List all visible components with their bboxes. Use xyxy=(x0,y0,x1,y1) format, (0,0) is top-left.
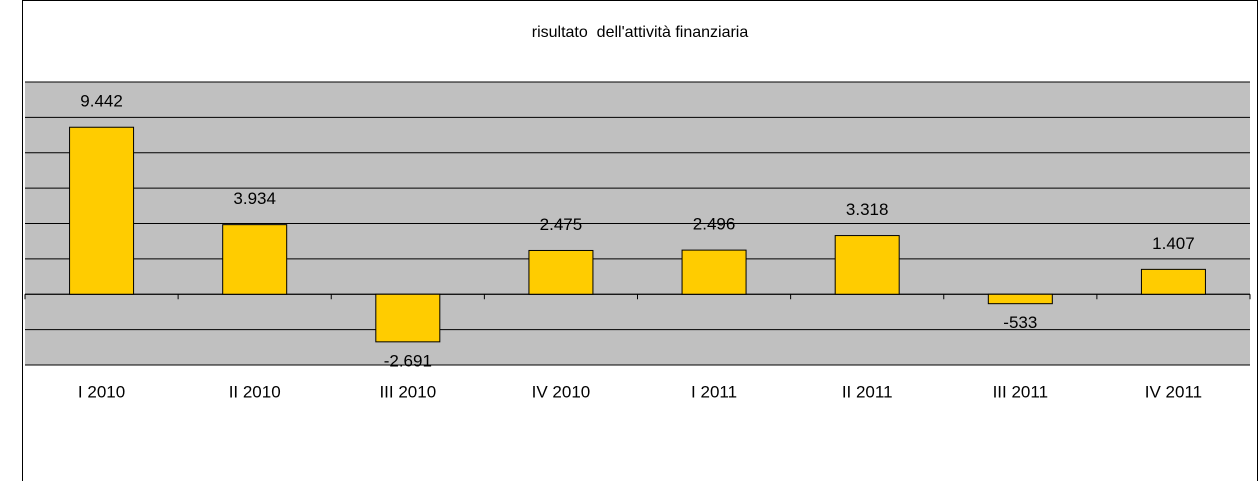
data-label: 9.442 xyxy=(80,92,123,111)
x-tick-label: II 2010 xyxy=(229,382,281,401)
bar xyxy=(681,249,747,295)
x-tick-label: I 2010 xyxy=(78,382,125,401)
data-label: 2.475 xyxy=(540,215,583,234)
bar xyxy=(375,293,441,343)
x-tick-label: IV 2011 xyxy=(1145,382,1202,401)
data-label: -533 xyxy=(1003,313,1037,332)
bar xyxy=(222,224,288,295)
bar xyxy=(987,293,1053,305)
chart-title: risultato dell'attività finanziaria xyxy=(532,24,749,41)
x-tick-label: III 2010 xyxy=(379,382,436,401)
data-label: 3.318 xyxy=(846,200,889,219)
bar xyxy=(1140,268,1206,295)
bar xyxy=(69,126,135,295)
x-tick-label: IV 2010 xyxy=(532,382,591,401)
x-tick-label: III 2011 xyxy=(993,382,1048,401)
x-tick-label: I 2011 xyxy=(691,382,737,401)
data-label: 1.407 xyxy=(1152,234,1195,253)
data-label: 3.934 xyxy=(233,189,276,208)
data-label: -2.691 xyxy=(384,351,432,370)
x-tick-label: II 2011 xyxy=(842,382,893,401)
data-label: 2.496 xyxy=(693,215,736,234)
bar xyxy=(834,235,900,295)
bar xyxy=(528,249,594,295)
